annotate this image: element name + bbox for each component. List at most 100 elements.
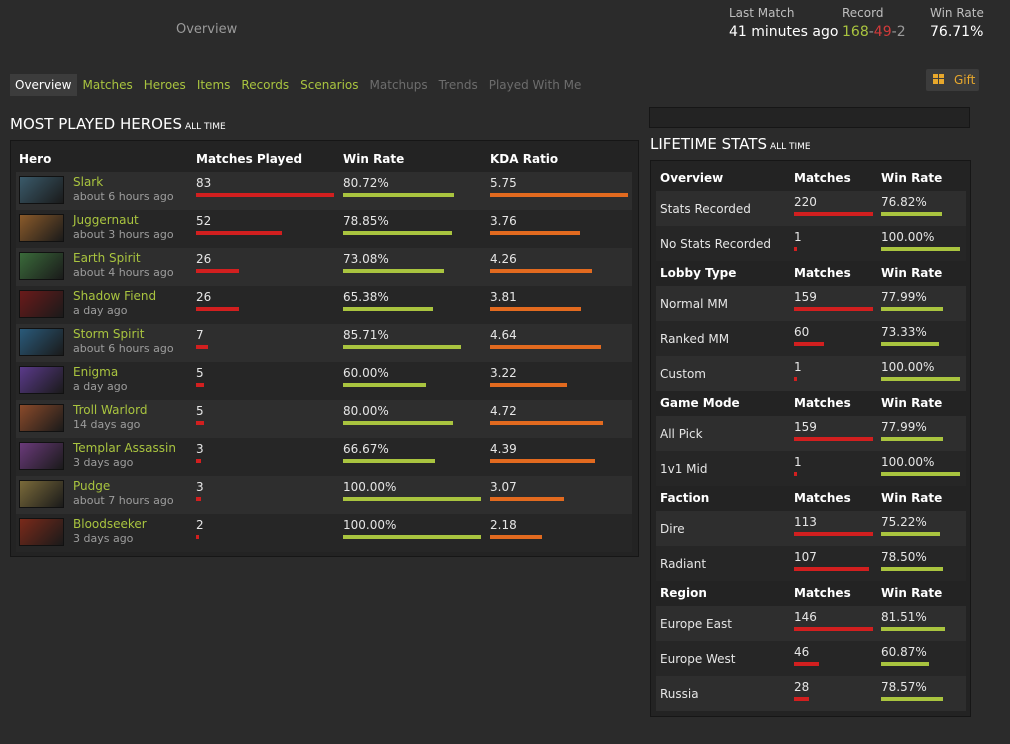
stats-winrate-value: 100.00%: [881, 230, 935, 244]
tab-scenarios[interactable]: Scenarios: [300, 78, 359, 92]
hero-matches-bar: [196, 269, 239, 273]
hero-name-link[interactable]: Juggernaut: [73, 213, 139, 227]
hero-portrait-icon[interactable]: [19, 176, 64, 204]
hero-kda-value: 4.72: [490, 404, 517, 418]
page-title: Overview: [176, 22, 238, 37]
stats-winrate-value: 60.87%: [881, 645, 927, 659]
hero-last-played: about 4 hours ago: [73, 266, 174, 279]
hero-matches-value: 5: [196, 366, 204, 380]
col-header-kda: KDA Ratio: [490, 152, 559, 166]
hero-portrait-icon[interactable]: [19, 518, 64, 546]
stats-winrate-value: 75.22%: [881, 515, 927, 529]
stats-winrate-bar: [881, 377, 960, 381]
hero-matches-value: 3: [196, 442, 204, 456]
hero-row[interactable]: Pudge about 7 hours ago 3 100.00% 3.07: [16, 476, 632, 514]
hero-row[interactable]: Juggernaut about 3 hours ago 52 78.85% 3.76: [16, 210, 632, 248]
hero-row[interactable]: Templar Assassin 3 days ago 3 66.67% 4.39: [16, 438, 632, 476]
group-col-matches: Matches: [794, 586, 851, 600]
tab-trends: Trends: [438, 78, 478, 92]
stats-row: No Stats Recorded 1 100.00%: [656, 226, 966, 261]
hero-name-link[interactable]: Storm Spirit: [73, 327, 145, 341]
stats-row-label: Ranked MM: [660, 332, 730, 346]
tab-items[interactable]: Items: [196, 78, 231, 92]
stats-matches-bar: [794, 437, 873, 441]
tab-overview[interactable]: Overview: [10, 74, 77, 96]
hero-name-link[interactable]: Earth Spirit: [73, 251, 141, 265]
group-col-matches: Matches: [794, 396, 851, 410]
hero-row[interactable]: Earth Spirit about 4 hours ago 26 73.08% 4.2…: [16, 248, 632, 286]
hero-winrate-bar: [343, 383, 426, 387]
hero-winrate-value: 60.00%: [343, 366, 389, 380]
stats-matches-bar: [794, 212, 873, 216]
stats-matches-value: 220: [794, 195, 817, 209]
hero-name-link[interactable]: Bloodseeker: [73, 517, 147, 531]
hero-kda-value: 2.18: [490, 518, 517, 532]
hero-winrate-value: 73.08%: [343, 252, 389, 266]
gift-label: Gift: [954, 73, 976, 87]
group-name: Faction: [660, 491, 710, 505]
hero-matches-value: 5: [196, 404, 204, 418]
group-col-matches: Matches: [794, 491, 851, 505]
stats-winrate-value: 77.99%: [881, 420, 927, 434]
hero-row[interactable]: Troll Warlord 14 days ago 5 80.00% 4.72: [16, 400, 632, 438]
hero-portrait-icon[interactable]: [19, 366, 64, 394]
tab-matches[interactable]: Matches: [82, 78, 133, 92]
hero-matches-bar: [196, 307, 239, 311]
stats-winrate-bar: [881, 532, 940, 536]
group-name: Overview: [660, 171, 724, 185]
hero-portrait-icon[interactable]: [19, 214, 64, 242]
hero-row[interactable]: Bloodseeker 3 days ago 2 100.00% 2.18: [16, 514, 632, 552]
hero-row[interactable]: Enigma a day ago 5 60.00% 3.22: [16, 362, 632, 400]
hero-winrate-value: 65.38%: [343, 290, 389, 304]
hero-name-link[interactable]: Shadow Fiend: [73, 289, 157, 303]
hero-name-link[interactable]: Pudge: [73, 479, 111, 493]
hero-row[interactable]: Storm Spirit about 6 hours ago 7 85.71% 4.64: [16, 324, 632, 362]
stats-matches-value: 146: [794, 610, 817, 624]
stats-matches-bar: [794, 342, 824, 346]
col-header-winrate: Win Rate: [343, 152, 405, 166]
hero-row[interactable]: Slark about 6 hours ago 83 80.72% 5.75: [16, 172, 632, 210]
hero-winrate-bar: [343, 459, 435, 463]
hero-matches-value: 26: [196, 290, 212, 304]
most-played-title: MOST PLAYED HEROES ALL TIME: [10, 115, 226, 133]
record-stat: Record 168-49-2: [842, 6, 906, 40]
hero-portrait-icon[interactable]: [19, 442, 64, 470]
hero-portrait-icon[interactable]: [19, 252, 64, 280]
tab-heroes[interactable]: Heroes: [143, 78, 186, 92]
stats-matches-value: 60: [794, 325, 810, 339]
stats-winrate-value: 100.00%: [881, 360, 935, 374]
stats-winrate-value: 100.00%: [881, 455, 935, 469]
stats-row-label: Europe East: [660, 617, 732, 631]
hero-kda-bar: [490, 307, 581, 311]
hero-portrait-icon[interactable]: [19, 328, 64, 356]
hero-kda-bar: [490, 193, 628, 197]
hero-portrait-icon[interactable]: [19, 480, 64, 508]
hero-matches-value: 7: [196, 328, 204, 342]
hero-name-link[interactable]: Troll Warlord: [73, 403, 148, 417]
hero-row[interactable]: Shadow Fiend a day ago 26 65.38% 3.81: [16, 286, 632, 324]
stats-winrate-value: 73.33%: [881, 325, 927, 339]
hero-kda-bar: [490, 421, 603, 425]
stats-row: Europe West 46 60.87%: [656, 641, 966, 676]
profile-tabs: Overview Matches Heroes Items Records Scenari…: [10, 74, 587, 96]
record-wins: 168: [842, 24, 869, 40]
stats-row: Russia 28 78.57%: [656, 676, 966, 711]
hero-winrate-bar: [343, 345, 461, 349]
hero-matches-bar: [196, 459, 201, 463]
hero-name-link[interactable]: Slark: [73, 175, 104, 189]
group-col-winrate: Win Rate: [881, 266, 943, 280]
hero-winrate-bar: [343, 231, 452, 235]
hero-portrait-icon[interactable]: [19, 404, 64, 432]
hero-name-link[interactable]: Enigma: [73, 365, 119, 379]
most-played-title-text: MOST PLAYED HEROES: [10, 115, 182, 133]
stats-matches-value: 28: [794, 680, 810, 694]
gift-button[interactable]: Gift: [926, 69, 979, 91]
hero-winrate-value: 66.67%: [343, 442, 389, 456]
hero-last-played: 3 days ago: [73, 532, 134, 545]
tab-records[interactable]: Records: [241, 78, 290, 92]
stats-winrate-bar: [881, 307, 943, 311]
hero-portrait-icon[interactable]: [19, 290, 64, 318]
group-name: Lobby Type: [660, 266, 737, 280]
hero-name-link[interactable]: Templar Assassin: [73, 441, 176, 455]
hero-winrate-bar: [343, 535, 481, 539]
